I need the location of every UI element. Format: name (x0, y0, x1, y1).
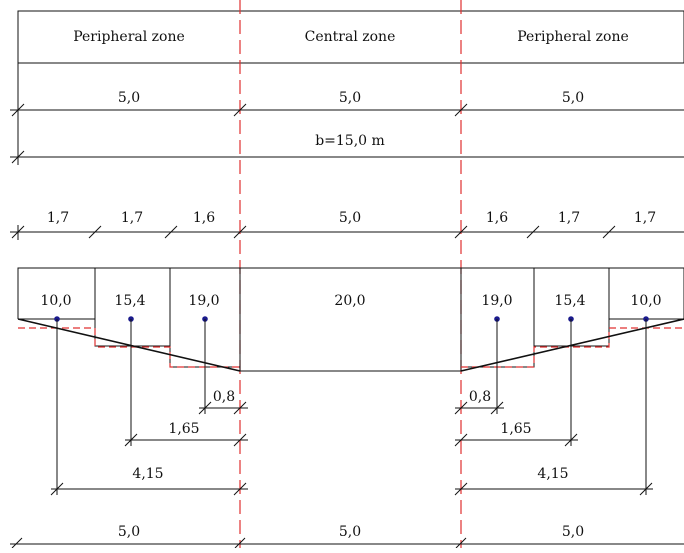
bottom-width-right: 5,0 (562, 524, 584, 540)
strip-width-left-3: 1,6 (193, 210, 215, 226)
slope-line-left (17, 318, 241, 372)
strip-width-center: 5,0 (339, 210, 361, 226)
offset-dimensions-left: 0,8 1,65 4,15 (50, 389, 248, 496)
measurement-points (54, 316, 649, 322)
strip-width-left-2: 1,7 (121, 210, 143, 226)
strip-width-right-1: 1,6 (486, 210, 508, 226)
zone-width-left: 5,0 (118, 90, 140, 106)
bottom-width-dimension: 5,0 5,0 5,0 (10, 524, 684, 549)
strip-width-left-1: 1,7 (47, 210, 69, 226)
strip-profile (17, 267, 684, 372)
offset-right-3: 4,15 (537, 466, 568, 482)
offset-dimensions-right: 0,8 1,65 4,15 (454, 389, 653, 496)
value-left-3: 19,0 (188, 293, 219, 309)
zone-width-right: 5,0 (562, 90, 584, 106)
zone-label-left: Peripheral zone (73, 29, 185, 45)
strip-width-dimension: 1,7 1,7 1,6 5,0 1,6 1,7 1,7 (10, 210, 684, 240)
offset-left-2: 1,65 (168, 421, 199, 437)
zone-label-center: Central zone (305, 29, 396, 45)
bottom-width-left: 5,0 (118, 524, 140, 540)
zone-label-right: Peripheral zone (517, 29, 629, 45)
value-right-3: 10,0 (630, 293, 661, 309)
offset-right-1: 0,8 (469, 389, 491, 405)
offset-right-2: 1,65 (500, 421, 531, 437)
offset-left-3: 4,15 (132, 466, 163, 482)
red-step-profile (18, 327, 684, 368)
value-center: 20,0 (334, 293, 365, 309)
bottom-width-center: 5,0 (339, 524, 361, 540)
zone-width-center: 5,0 (339, 90, 361, 106)
value-left-1: 10,0 (40, 293, 71, 309)
strip-width-right-3: 1,7 (634, 210, 656, 226)
slope-line-right (460, 318, 684, 372)
value-left-2: 15,4 (114, 293, 145, 309)
offset-left-1: 0,8 (213, 389, 235, 405)
zone-header-frame (17, 10, 684, 64)
drop-lines (56, 319, 647, 495)
total-width-dimension: b=15,0 m (10, 110, 684, 165)
strip-width-right-2: 1,7 (558, 210, 580, 226)
zone-width-dimension: 5,0 5,0 5,0 (10, 63, 684, 118)
value-right-1: 19,0 (481, 293, 512, 309)
value-right-2: 15,4 (554, 293, 585, 309)
total-width-label: b=15,0 m (315, 133, 385, 149)
